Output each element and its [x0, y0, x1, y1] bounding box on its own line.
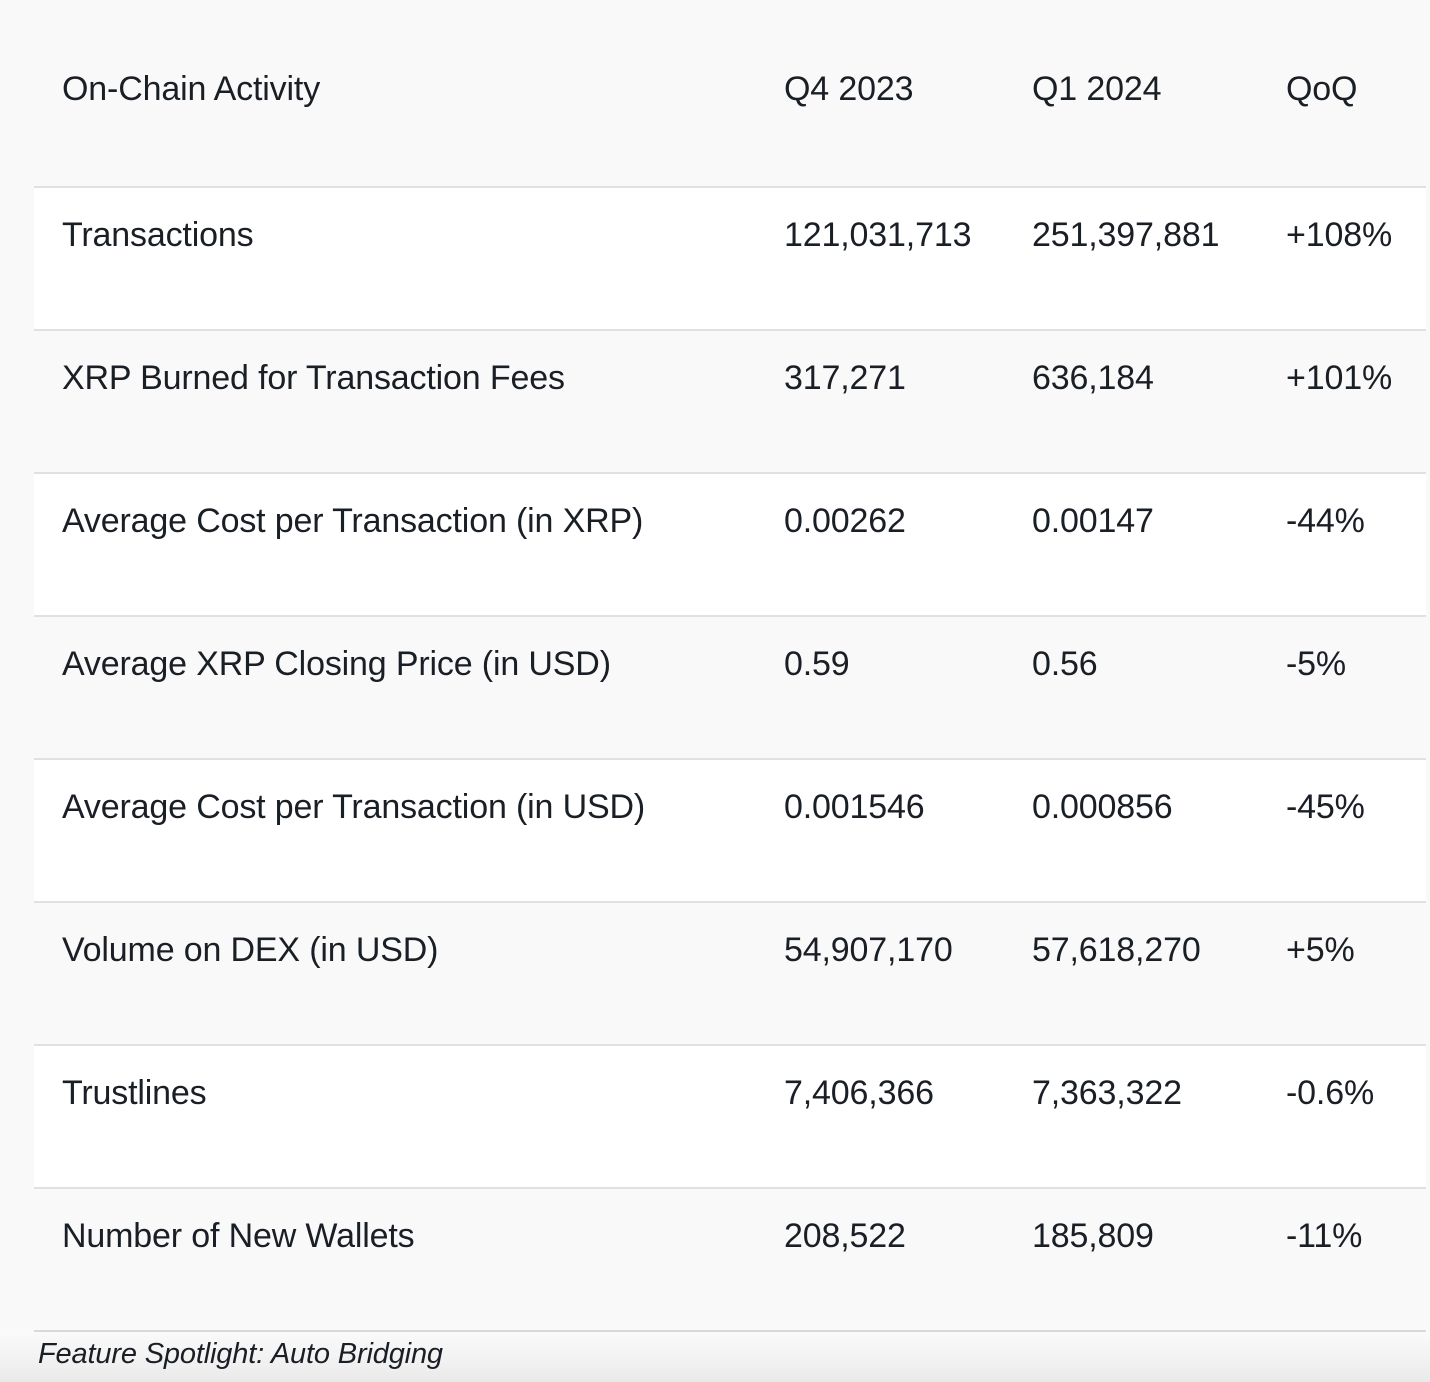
table-body: Transactions 121,031,713 251,397,881 +10…	[0, 186, 1430, 1330]
table-row-avg-cost-xrp: Average Cost per Transaction (in XRP) 0.…	[34, 472, 1426, 615]
table-row-dex-volume: Volume on DEX (in USD) 54,907,170 57,618…	[34, 901, 1426, 1044]
value-q1-2024: 7,363,322	[1032, 1074, 1182, 1112]
value-q1-2024: 0.00147	[1032, 502, 1154, 540]
footer-divider	[34, 1330, 1426, 1332]
table-row-avg-closing-price: Average XRP Closing Price (in USD) 0.59 …	[34, 615, 1426, 758]
value-qoq: +108%	[1286, 216, 1393, 254]
value-qoq: -5%	[1286, 645, 1346, 683]
value-qoq: +101%	[1286, 359, 1393, 397]
table-row-transactions: Transactions 121,031,713 251,397,881 +10…	[34, 186, 1426, 329]
value-q4-2023: 317,271	[784, 359, 906, 397]
row-label: XRP Burned for Transaction Fees	[62, 359, 565, 397]
column-header-on-chain-activity: On-Chain Activity	[62, 70, 321, 108]
value-q1-2024: 636,184	[1032, 359, 1154, 397]
row-label: Transactions	[62, 216, 254, 254]
value-qoq: -11%	[1286, 1217, 1363, 1255]
value-q1-2024: 0.000856	[1032, 788, 1173, 826]
value-qoq: -45%	[1286, 788, 1365, 826]
value-q4-2023: 0.001546	[784, 788, 925, 826]
table-row-xrp-burned: XRP Burned for Transaction Fees 317,271 …	[34, 329, 1426, 472]
on-chain-activity-table: On-Chain Activity Q4 2023 Q1 2024 QoQ Tr…	[0, 0, 1430, 1330]
value-q4-2023: 208,522	[784, 1217, 906, 1255]
value-qoq: +5%	[1286, 931, 1355, 969]
value-qoq: -44%	[1286, 502, 1365, 540]
value-q4-2023: 121,031,713	[784, 216, 972, 254]
row-label: Volume on DEX (in USD)	[62, 931, 439, 969]
column-header-q4-2023: Q4 2023	[784, 70, 914, 108]
value-q4-2023: 7,406,366	[784, 1074, 934, 1112]
column-header-q1-2024: Q1 2024	[1032, 70, 1162, 108]
row-label: Trustlines	[62, 1074, 207, 1112]
row-label: Average Cost per Transaction (in XRP)	[62, 502, 644, 540]
value-q1-2024: 0.56	[1032, 645, 1098, 683]
value-q4-2023: 0.00262	[784, 502, 906, 540]
table-header-row: On-Chain Activity Q4 2023 Q1 2024 QoQ	[34, 0, 1426, 186]
value-q4-2023: 54,907,170	[784, 931, 953, 969]
value-q1-2024: 57,618,270	[1032, 931, 1201, 969]
value-qoq: -0.6%	[1286, 1074, 1375, 1112]
table-row-trustlines: Trustlines 7,406,366 7,363,322 -0.6%	[34, 1044, 1426, 1187]
row-label: Average XRP Closing Price (in USD)	[62, 645, 611, 683]
table-row-avg-cost-usd: Average Cost per Transaction (in USD) 0.…	[34, 758, 1426, 901]
column-header-qoq: QoQ	[1286, 70, 1358, 108]
value-q1-2024: 251,397,881	[1032, 216, 1220, 254]
value-q4-2023: 0.59	[784, 645, 850, 683]
row-label: Number of New Wallets	[62, 1217, 415, 1255]
table-row-new-wallets: Number of New Wallets 208,522 185,809 -1…	[34, 1187, 1426, 1330]
feature-spotlight-caption: Feature Spotlight: Auto Bridging	[0, 1332, 1430, 1382]
value-q1-2024: 185,809	[1032, 1217, 1154, 1255]
row-label: Average Cost per Transaction (in USD)	[62, 788, 646, 826]
